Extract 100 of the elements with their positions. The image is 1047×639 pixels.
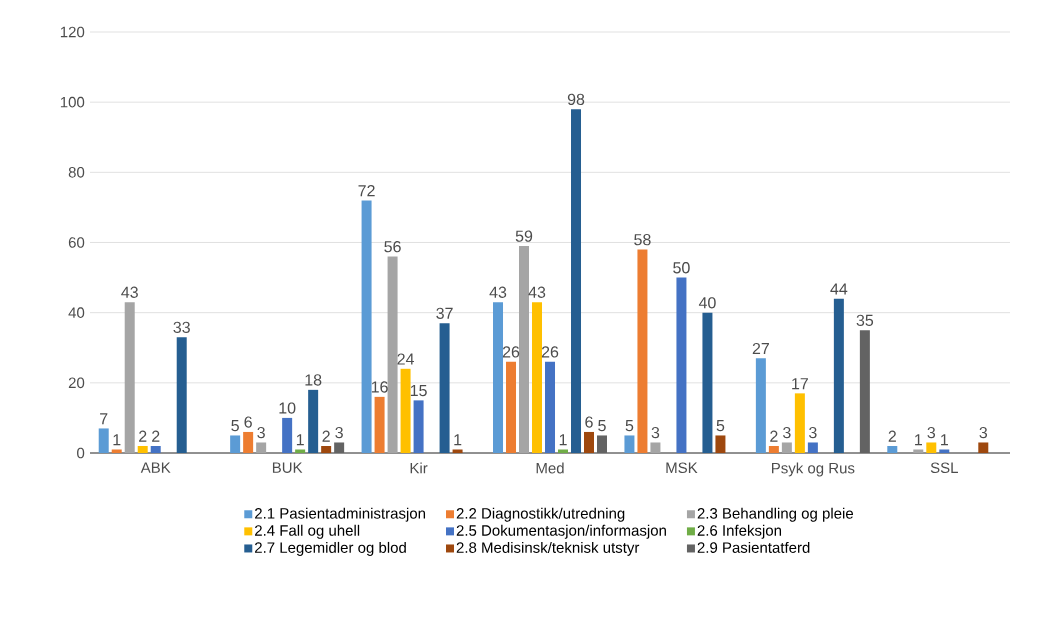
bar xyxy=(768,445,779,453)
data-label: 43 xyxy=(121,286,138,298)
bar xyxy=(887,445,898,453)
bar xyxy=(137,445,148,453)
x-tick-label: MSK xyxy=(666,462,698,474)
data-label: 6 xyxy=(244,416,252,428)
data-label: 33 xyxy=(173,321,190,334)
data-label: 1 xyxy=(296,434,304,446)
data-label: 3 xyxy=(809,426,817,439)
x-tick-label: BUK xyxy=(272,462,303,473)
data-label: 98 xyxy=(567,93,585,105)
bar xyxy=(308,389,319,453)
y-tick-label: 120 xyxy=(60,26,85,38)
bar xyxy=(506,361,517,453)
data-label: 5 xyxy=(231,420,239,432)
data-label: 3 xyxy=(335,426,343,439)
legend-label: 2.8 Medisinsk/teknisk utstyr xyxy=(456,541,640,556)
y-tick-label: 60 xyxy=(68,237,85,248)
data-label: 27 xyxy=(752,342,769,355)
data-label: 10 xyxy=(279,402,296,414)
bar xyxy=(571,109,582,453)
bar xyxy=(913,449,924,453)
data-label: 5 xyxy=(625,420,634,432)
data-label: 1 xyxy=(113,434,121,446)
data-label: 5 xyxy=(716,420,725,432)
bar xyxy=(439,323,450,453)
data-label: 2 xyxy=(139,430,147,442)
bar xyxy=(702,312,713,453)
data-label: 17 xyxy=(792,378,808,390)
data-label: 3 xyxy=(927,426,936,439)
bar xyxy=(243,431,254,453)
bar xyxy=(676,277,687,453)
data-label: 72 xyxy=(358,185,375,197)
bar xyxy=(833,298,844,453)
bar xyxy=(282,417,293,453)
bar xyxy=(400,368,411,453)
data-label: 6 xyxy=(585,416,593,428)
bar xyxy=(715,435,726,453)
data-label: 43 xyxy=(489,286,507,298)
data-label: 26 xyxy=(502,346,520,358)
bar xyxy=(926,442,937,453)
legend-label: 2.1 Pasientadministrasjon xyxy=(255,507,426,522)
x-tick-label: Psyk og Rus xyxy=(772,462,855,477)
bar xyxy=(624,435,635,453)
y-tick-label: 100 xyxy=(60,96,85,108)
bar xyxy=(124,302,135,453)
bar xyxy=(256,442,267,453)
bar xyxy=(978,442,989,453)
data-label: 24 xyxy=(397,353,415,365)
bar xyxy=(781,442,792,453)
bar xyxy=(361,200,372,453)
bar xyxy=(230,435,241,453)
data-label: 18 xyxy=(305,374,322,386)
data-label: 1 xyxy=(915,434,922,446)
legend-label: 2.9 Pasientatferd xyxy=(697,541,810,553)
legend-label: 2.4 Fall og uhell xyxy=(255,524,360,539)
data-label: 2 xyxy=(770,430,778,442)
bar xyxy=(755,358,766,453)
data-label: 3 xyxy=(979,426,988,439)
data-label: 3 xyxy=(783,426,791,439)
data-label: 50 xyxy=(673,262,690,274)
data-label: 5 xyxy=(598,420,606,432)
data-label: 58 xyxy=(634,233,651,246)
bar xyxy=(321,445,332,453)
data-label: 35 xyxy=(856,314,874,327)
bar xyxy=(558,449,569,453)
legend-label: 2.7 Legemidler og blod xyxy=(255,541,406,556)
bar xyxy=(98,428,109,453)
bar xyxy=(939,449,950,453)
bar xyxy=(545,361,556,453)
bar xyxy=(334,442,345,453)
x-tick-label: ABK xyxy=(140,462,171,473)
data-label: 1 xyxy=(941,434,948,446)
data-label: 2 xyxy=(322,430,330,442)
y-tick-label: 80 xyxy=(68,167,85,178)
y-tick-label: 0 xyxy=(77,447,85,459)
bar xyxy=(859,330,870,453)
data-label: 2 xyxy=(152,430,160,442)
bar xyxy=(295,449,306,453)
data-label: 43 xyxy=(528,286,546,298)
legend-label: 2.5 Dokumentasjon/informasjon xyxy=(456,524,666,539)
bar xyxy=(452,449,463,453)
bar xyxy=(493,302,504,453)
legend-label: 2.6 Infeksjon xyxy=(697,524,782,539)
bar xyxy=(807,442,818,453)
data-label: 7 xyxy=(100,413,108,425)
x-tick-label: SSL xyxy=(930,462,958,474)
bar xyxy=(150,445,161,453)
data-label: 40 xyxy=(698,297,716,309)
bar xyxy=(413,400,424,453)
data-label: 16 xyxy=(371,381,388,393)
bar xyxy=(650,442,661,453)
bar xyxy=(597,435,608,453)
data-label: 37 xyxy=(436,307,453,319)
y-tick-label: 40 xyxy=(68,307,85,318)
bar xyxy=(111,449,122,453)
data-label: 26 xyxy=(541,346,559,358)
bar xyxy=(637,249,648,453)
x-tick-label: Med xyxy=(536,462,564,474)
x-tick-label: Kir xyxy=(410,462,428,474)
